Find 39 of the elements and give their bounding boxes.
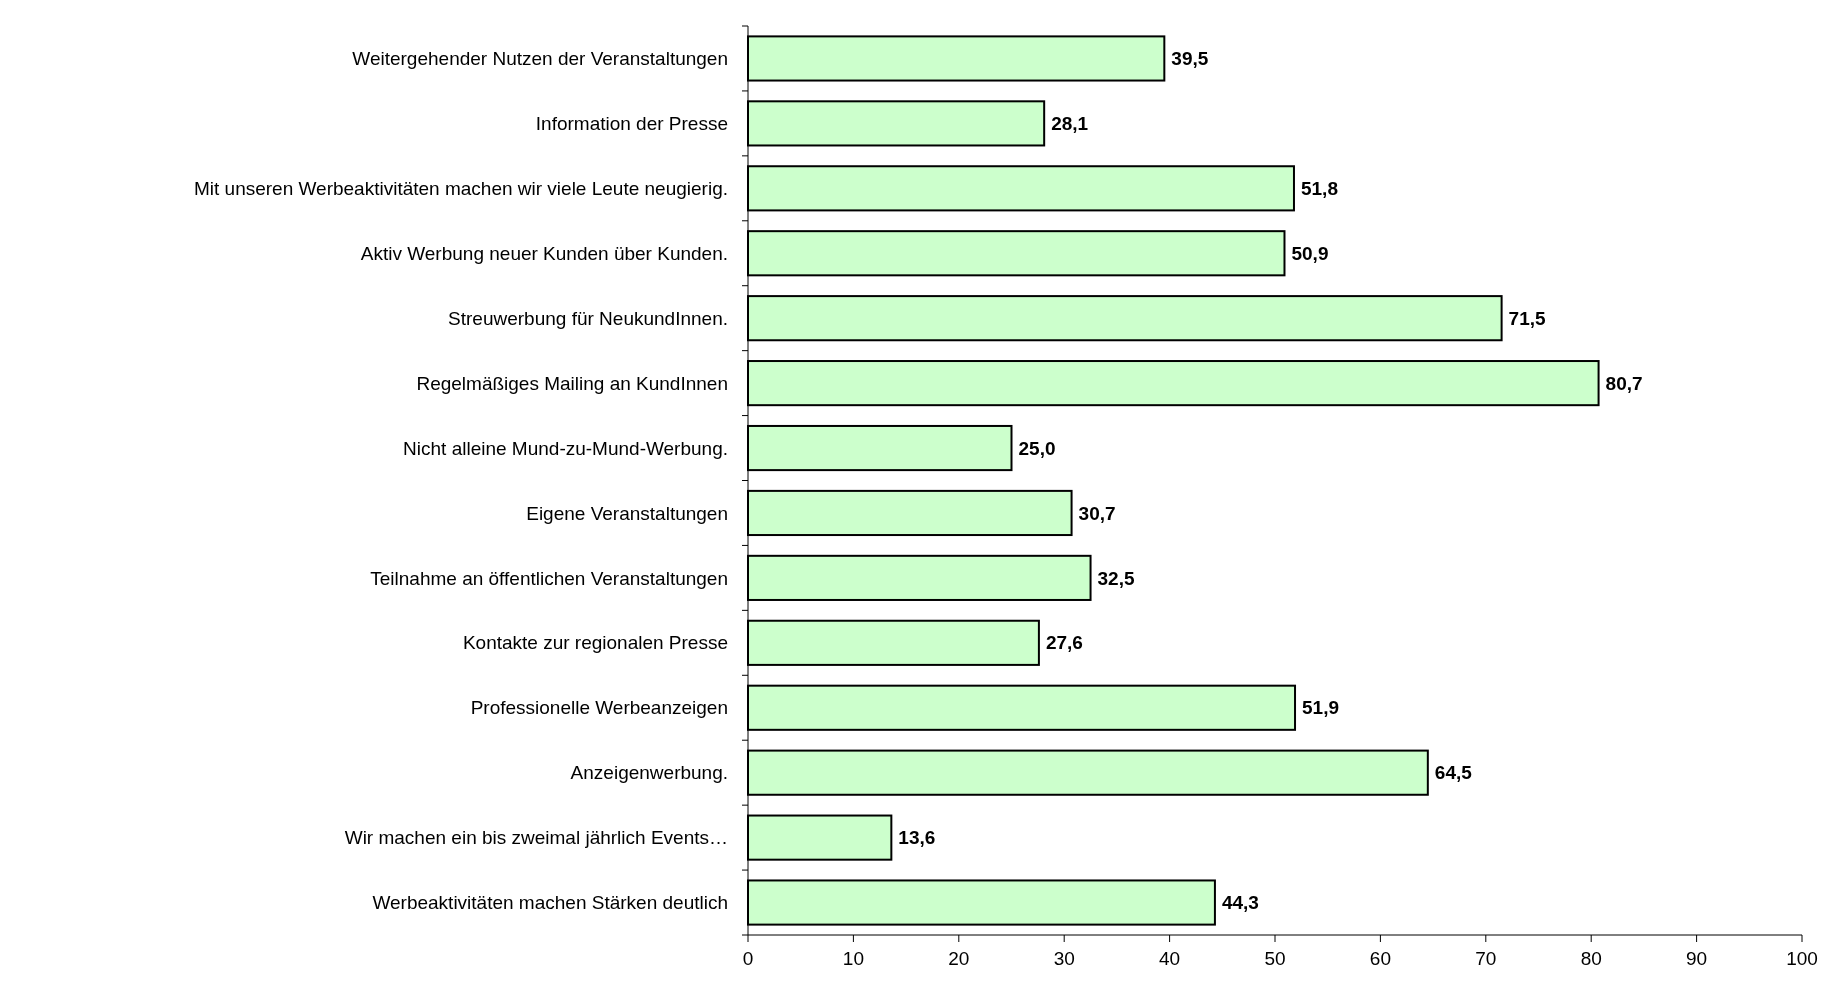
y-tick-label: Mit unseren Werbeaktivitäten machen wir viele Leute neugierig.	[193, 177, 728, 199]
x-tick-label: 80	[1580, 948, 1602, 969]
data-label: 51,8	[1300, 177, 1338, 199]
y-tick-label: Regelmäßiges Mailing an KundInnen	[416, 372, 728, 394]
data-label: 80,7	[1605, 372, 1643, 394]
y-tick-label: Eigene Veranstaltungen	[526, 502, 728, 524]
data-label: 30,7	[1078, 502, 1116, 524]
y-tick-label: Anzeigenwerbung.	[570, 762, 728, 784]
data-label: 39,5	[1171, 48, 1209, 70]
x-tick-label: 20	[948, 948, 970, 969]
data-label: 44,3	[1221, 892, 1259, 914]
x-tick-label: 0	[742, 948, 754, 969]
x-tick-label: 70	[1475, 948, 1497, 969]
data-label: 32,5	[1097, 567, 1135, 589]
y-tick-label: Werbeaktivitäten machen Stärken deutlich	[372, 892, 728, 914]
x-tick-label: 100	[1786, 948, 1818, 969]
y-tick-label: Teilnahme an öffentlichen Veranstaltungen	[370, 567, 728, 589]
y-tick-label: Professionelle Werbeanzeigen	[470, 697, 728, 719]
y-tick-label: Aktiv Werbung neuer Kunden über Kunden.	[360, 242, 728, 264]
y-tick-label: Information der Presse	[535, 113, 728, 135]
x-tick-label: 10	[842, 948, 864, 969]
x-tick-label: 30	[1053, 948, 1075, 969]
data-label: 51,9	[1302, 697, 1340, 719]
data-label: 28,1	[1051, 113, 1089, 135]
data-label: 50,9	[1291, 242, 1329, 264]
x-tick-label: 50	[1264, 948, 1286, 969]
y-tick-label: Kontakte zur regionalen Presse	[462, 632, 728, 654]
x-tick-label: 90	[1686, 948, 1708, 969]
data-label: 71,5	[1508, 307, 1547, 329]
y-tick-label: Weitergehender Nutzen der Veranstaltungen	[352, 48, 728, 70]
x-tick-label: 40	[1159, 948, 1181, 969]
y-tick-label: Wir machen ein bis zweimal jährlich Events…	[344, 827, 728, 849]
data-label: 64,5	[1434, 762, 1473, 784]
x-tick-label: 60	[1369, 948, 1391, 969]
data-label: 27,6	[1045, 632, 1083, 654]
y-tick-label: Nicht alleine Mund-zu-Mund-Werbung.	[403, 437, 728, 459]
data-label: 25,0	[1018, 437, 1056, 459]
data-label: 13,6	[898, 827, 936, 849]
y-tick-label: Streuwerbung für NeukundInnen.	[448, 307, 728, 329]
